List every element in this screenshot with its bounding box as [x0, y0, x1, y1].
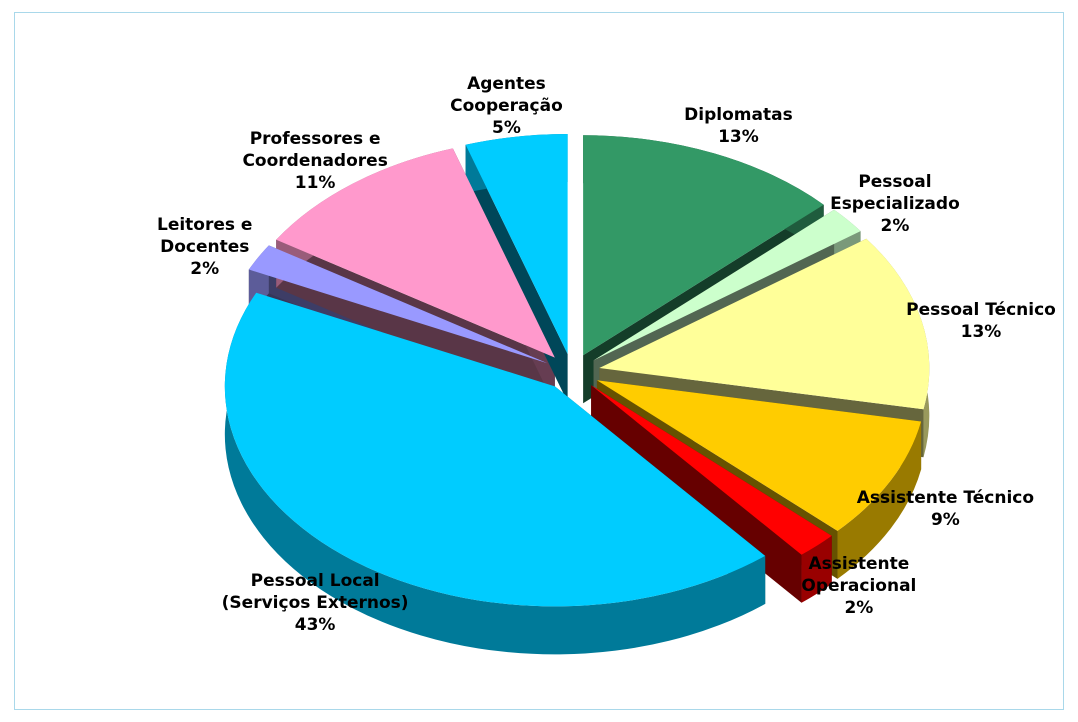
value-label: 5% — [492, 118, 521, 139]
slice-rim — [224, 292, 766, 655]
value-label: 2% — [190, 259, 220, 280]
value-label: 13% — [718, 126, 759, 147]
slice-rim — [837, 421, 922, 579]
slice — [465, 134, 568, 355]
slice-label: Assistente Operacional 2% — [764, 553, 954, 619]
slice — [593, 209, 861, 361]
slice — [583, 135, 824, 356]
value-label: 2% — [844, 597, 874, 618]
value-label: 2% — [880, 215, 910, 236]
value-label: 43% — [294, 614, 336, 635]
slice-label: Diplomatas 13% — [643, 104, 833, 148]
slice-label: Assistente Técnico 9% — [850, 487, 1040, 531]
slice-label: Pessoal Especializado 2% — [800, 171, 990, 237]
category-label: Pessoal Técnico — [906, 300, 1056, 321]
slice-rim — [801, 535, 832, 603]
slice — [276, 148, 555, 358]
category-label: Agentes Cooperação — [450, 74, 563, 117]
category-label: Assistente Operacional — [801, 553, 917, 596]
category-label: Diplomatas — [684, 104, 793, 125]
category-label: Pessoal Local (Serviços Externos) — [221, 570, 409, 613]
category-label: Professores e Coordenadores — [242, 129, 388, 172]
slice-label: Pessoal Local (Serviços Externos) 43% — [220, 570, 410, 636]
slice — [596, 380, 922, 531]
slice — [591, 385, 832, 555]
slice — [224, 292, 766, 607]
slice — [248, 245, 548, 364]
slice-label: Professores e Coordenadores 11% — [220, 128, 410, 194]
category-label: Pessoal Especializado — [830, 171, 960, 214]
value-label: 13% — [960, 322, 1002, 343]
value-label: 9% — [930, 509, 960, 530]
category-label: Assistente Técnico — [856, 487, 1035, 508]
chart-frame — [14, 12, 1064, 710]
pie-tops — [224, 134, 930, 607]
slice — [599, 238, 930, 410]
slice-label: Pessoal Técnico 13% — [886, 299, 1076, 343]
value-label: 11% — [294, 173, 336, 194]
category-label: Leitores e Docentes — [156, 215, 253, 258]
slice-label: Leitores e Docentes 2% — [110, 214, 300, 280]
slice-label: Agentes Cooperação 5% — [411, 73, 601, 139]
